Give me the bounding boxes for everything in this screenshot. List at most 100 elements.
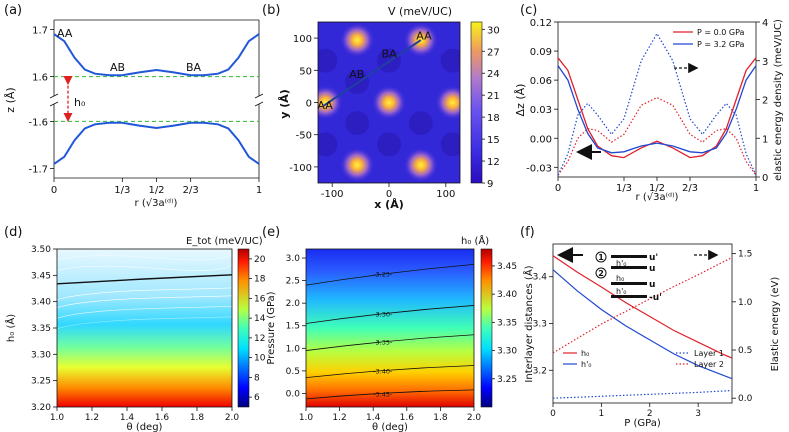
series-1	[557, 65, 757, 154]
x-tick-label: 1/2	[649, 183, 665, 194]
colorbar-tick-label: 3.25	[497, 375, 517, 385]
series-bottom-layer	[53, 121, 260, 165]
y-tick-label: 0.0	[286, 389, 301, 399]
x-axis-label: P (GPa)	[624, 418, 661, 429]
y-axis-label: y (Å)	[278, 89, 291, 119]
y-tick-label: 2.0	[286, 299, 301, 309]
inset-circle-2	[595, 267, 607, 279]
inset-layer-u-prime-label: u'	[649, 253, 658, 263]
y-tick-label: 0.09	[530, 47, 552, 58]
x-axis-label: r (√3a⁽ᵈ⁾)	[135, 198, 178, 209]
y2-tick-label: 1.0	[738, 298, 753, 308]
panel-d-plot: 1.0 1.2 1.4 1.6 1.8 2.0 3.50 3.45 3.40 3.35 3.30 3.…	[4, 236, 266, 432]
y-tick-label: -50	[296, 131, 312, 142]
axis-break-mark	[49, 101, 59, 107]
colorbar-tick-label: 30	[487, 25, 500, 36]
y-tick-label: -1.7	[28, 165, 48, 176]
contour-label: -3.45-	[373, 390, 393, 398]
y-tick-label: 0.5	[286, 367, 300, 377]
x-tick-label: 1.0	[50, 413, 65, 423]
colorbar-tick-label: 8	[254, 373, 260, 383]
annotation-ba: BA	[186, 61, 202, 74]
x-axis-label: θ (deg)	[372, 422, 408, 432]
series-0	[557, 57, 757, 159]
y-axis-label: Interlayer distances (Å)	[522, 265, 535, 382]
label-aa-left: AA	[317, 99, 333, 112]
x-tick-label: -100	[321, 189, 344, 200]
contour-label: -3.30-	[373, 310, 393, 318]
inset-number-2: 2	[598, 269, 604, 278]
axis-break-mark	[254, 93, 264, 99]
colorbar-d	[237, 248, 250, 408]
y-tick-label: 0.00	[530, 134, 552, 145]
x-tick-label: 1/2	[148, 185, 164, 196]
x-tick-label: 1.8	[190, 413, 205, 423]
panel-d: (d) 1.0 1.2 1.4 1.6 1.8 2.0 3.50 3.45 3.40 3.35 3.…	[4, 225, 266, 432]
inset-label-h0: h₀	[616, 274, 624, 283]
y-tick-label: 0.06	[530, 76, 552, 87]
y-tick-label: -100	[289, 163, 312, 174]
inset-number-1: 1	[598, 253, 604, 262]
inset-layer-u-prime2-label: -u'	[649, 293, 662, 303]
x-tick-label: 2	[647, 409, 653, 419]
y-tick-label: 3.0	[286, 254, 301, 264]
y-tick-label: 3.30	[31, 350, 51, 360]
panel-e: (e) -3.25- -3.30- -3.35- -3.40- -3.45- 1.0 1.2…	[262, 225, 517, 432]
panel-d-label: (d)	[4, 225, 22, 240]
panel-f-plot: 0 1 2 3 3.4 3.3 3.2 1.5 1.0 0.5 0.0 P (GPa) Interlay…	[522, 243, 781, 429]
contour-label: -3.35-	[373, 339, 393, 347]
contour-line	[305, 365, 475, 379]
contour-line	[305, 305, 475, 324]
colorbar-title-e: h₀ (Å)	[461, 234, 489, 247]
panel-a-plot: h₀ AA AB BA 1.7 1.6 -1.6 -1.70 1/3 1/2 2/3 1 r (√3a⁽…	[4, 19, 264, 209]
y-axis-label: h₀ (Å)	[4, 314, 17, 342]
y-axis-label: Pressure (GPa)	[266, 291, 277, 364]
y-tick-label: 0.12	[530, 18, 552, 29]
colorbar-tick-label: 21	[487, 91, 500, 102]
y-tick-label: 2.5	[286, 277, 300, 287]
y2-tick-label: 2	[762, 96, 768, 107]
colorbar-tick-label: 3.35	[497, 318, 517, 328]
legend-label-h0prime: h'₀	[581, 360, 591, 369]
y-tick-label: 3.3	[533, 320, 547, 330]
inset-layer-u-label: u	[649, 264, 655, 274]
colorbar-tick-label: 20	[254, 255, 266, 265]
y-tick-label: 3.2	[533, 366, 547, 376]
x-tick-label: 0	[550, 409, 556, 419]
series-1	[552, 269, 733, 380]
y2-axis-label: Elastic energy (eV)	[770, 277, 781, 372]
contour-label: -3.25-	[373, 271, 393, 279]
colorbar-tick-label: 9	[487, 179, 493, 190]
colorbar-tick-label: 10	[254, 354, 266, 364]
heatmap-d	[57, 249, 232, 407]
y-tick-label: 3.40	[31, 298, 51, 308]
x-tick-label: 3	[695, 409, 701, 419]
colorbar-tick-label: 3.45	[497, 262, 517, 272]
colorbar-tick-label: 6	[254, 393, 260, 403]
colorbar-tick-label: 3.40	[497, 290, 517, 300]
series-2	[552, 389, 733, 399]
x-tick-label: 1	[256, 185, 262, 196]
series-3	[552, 256, 733, 354]
x-tick-label: 1.6	[155, 413, 170, 423]
plot-frame-e	[305, 248, 475, 408]
energy-contour	[56, 258, 234, 272]
legend-label-h0: h₀	[581, 349, 589, 358]
inset-layer-u-bar	[611, 266, 647, 269]
y-tick-label: -0.03	[526, 163, 552, 174]
legend-label-p0: P = 0.0 GPa	[697, 28, 745, 37]
heatmap-peak	[435, 85, 460, 120]
y2-tick-label: 4	[762, 18, 768, 29]
x-tick-label: 1.6	[400, 413, 415, 423]
y-tick-label: 50	[299, 66, 312, 77]
energy-contour	[56, 287, 234, 301]
heatmap-minimum	[440, 48, 460, 73]
series-0	[552, 255, 733, 359]
heatmap-b	[318, 22, 460, 183]
heatmap-minimum	[408, 111, 433, 136]
legend-label-p32: P = 3.2 GPa	[697, 40, 745, 49]
y2-tick-label: 0.5	[738, 346, 752, 356]
heatmap-peak	[340, 23, 375, 58]
